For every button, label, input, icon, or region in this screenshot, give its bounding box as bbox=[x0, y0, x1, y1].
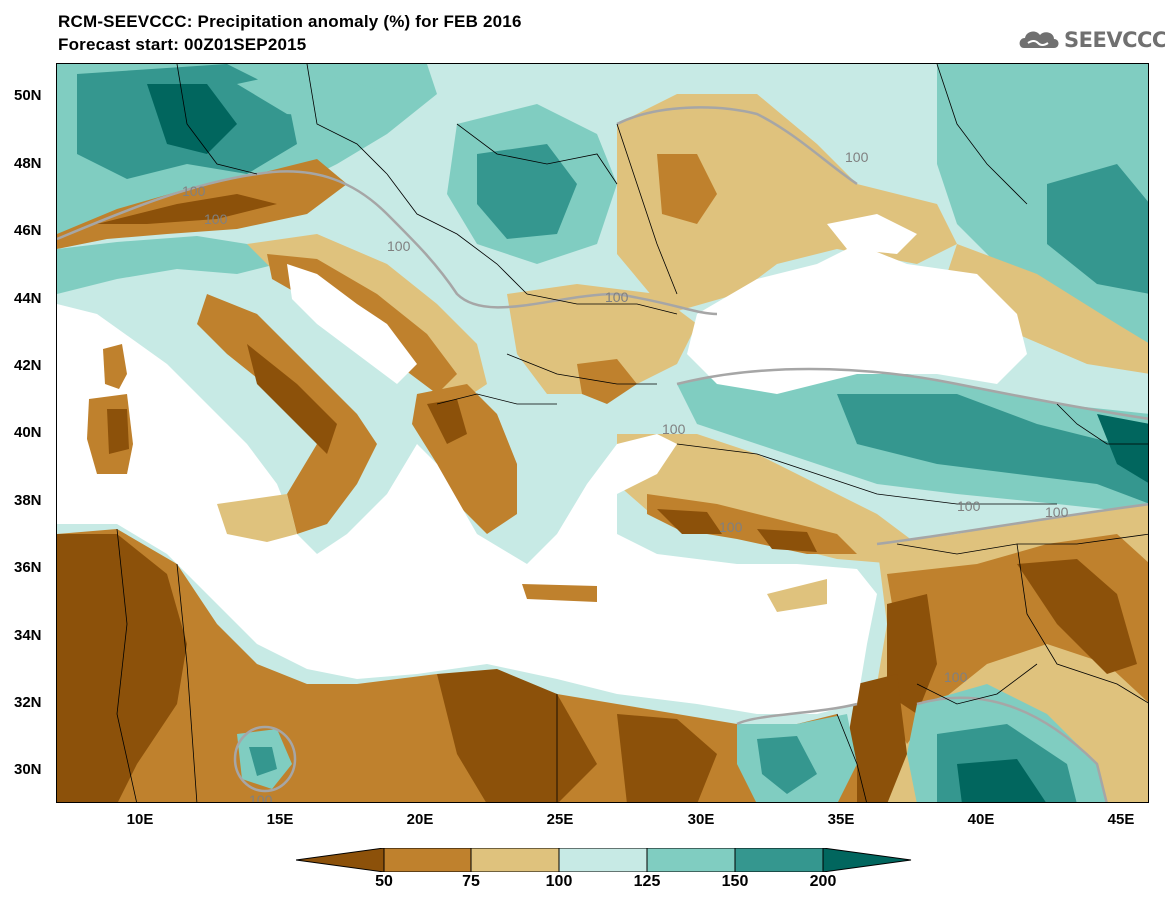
wet-core-east bbox=[1047, 164, 1148, 294]
island-corsica bbox=[103, 344, 127, 389]
legend-swatch-125-150 bbox=[646, 848, 736, 872]
legend-tick-100: 100 bbox=[545, 873, 573, 890]
legend-swatch-100-125 bbox=[558, 848, 648, 872]
contour-label-7: 100 bbox=[957, 498, 981, 514]
legend-tick-125: 125 bbox=[633, 873, 661, 890]
contour-100-ukraine bbox=[616, 106, 858, 186]
legend-swatch-50-75 bbox=[383, 848, 472, 872]
lon-label-20e: 20E bbox=[406, 811, 434, 828]
dry-zone-bulgaria bbox=[507, 284, 697, 394]
lon-label-40e: 40E bbox=[967, 811, 995, 828]
lon-label-45e: 45E bbox=[1107, 811, 1135, 828]
contour-label-6: 100 bbox=[845, 149, 869, 165]
legend-tick-75: 75 bbox=[462, 873, 480, 890]
lon-label-15e: 15E bbox=[266, 811, 294, 828]
title-line-2: Forecast start: 00Z01SEP2015 bbox=[58, 35, 307, 54]
lon-label-30e: 30E bbox=[687, 811, 715, 828]
contour-label-2: 100 bbox=[204, 211, 228, 227]
contour-labels: 100 100 100 100 100 100 100 100 100 100 … bbox=[182, 149, 1069, 803]
dry-core-moldova bbox=[657, 154, 717, 224]
contour-label-1: 100 bbox=[182, 183, 206, 199]
legend-swatch-lt50 bbox=[296, 848, 385, 872]
dry-core-bulgaria bbox=[577, 359, 637, 404]
very-wet-zone-germany bbox=[147, 84, 237, 154]
mediterranean-sea bbox=[57, 304, 877, 714]
island-cyprus bbox=[767, 579, 827, 612]
precipitation-anomaly-map: 100 100 100 100 100 100 100 100 100 100 … bbox=[56, 63, 1149, 803]
sardinia-core bbox=[107, 409, 129, 454]
legend-tick-50: 50 bbox=[375, 873, 393, 890]
contour-100-turkey-south bbox=[876, 503, 1148, 546]
lon-label-10e: 10E bbox=[126, 811, 154, 828]
contour-100-turkey-north bbox=[676, 367, 1148, 420]
contour-label-10: 100 bbox=[944, 669, 968, 685]
sea-of-azov bbox=[827, 214, 917, 254]
island-sicily bbox=[217, 494, 297, 542]
legend-swatch-gt200 bbox=[822, 848, 912, 872]
lat-label-36n: 36N bbox=[14, 559, 42, 576]
adriatic-sea bbox=[287, 264, 417, 384]
very-dry-syria-iraq bbox=[1017, 559, 1137, 674]
wet-band-po bbox=[57, 236, 277, 294]
very-dry-egypt-west bbox=[617, 714, 717, 802]
contour-100-libya bbox=[233, 725, 297, 793]
contour-label-8: 100 bbox=[1045, 504, 1069, 520]
very-wet-georgia bbox=[1097, 414, 1148, 483]
lat-label-30n: 30N bbox=[14, 761, 42, 778]
lat-label-50n: 50N bbox=[14, 87, 42, 104]
lat-label-40n: 40N bbox=[14, 424, 42, 441]
lat-label-48n: 48N bbox=[14, 155, 42, 172]
dry-zone-ukraine bbox=[617, 94, 957, 314]
legend-tick-150: 150 bbox=[721, 873, 749, 890]
contour-label-3: 100 bbox=[387, 238, 411, 254]
legend-swatch-150-200 bbox=[734, 848, 824, 872]
very-dry-sinai bbox=[847, 674, 907, 802]
wet-zone-east bbox=[937, 64, 1148, 364]
very-dry-greece bbox=[427, 399, 467, 444]
dry-band-caucasus-north bbox=[937, 244, 1148, 374]
very-dry-south-turkey-west bbox=[657, 509, 722, 534]
wet-core-carpathians bbox=[477, 144, 577, 239]
country-borders bbox=[116, 64, 1148, 802]
very-dry-levant bbox=[887, 594, 937, 714]
wet-zone-poland bbox=[237, 69, 377, 119]
contour-label-4: 100 bbox=[605, 289, 629, 305]
wet-core-libya bbox=[249, 747, 277, 776]
dry-zone-anatolia bbox=[617, 434, 917, 564]
lat-label-32n: 32N bbox=[14, 694, 42, 711]
lat-label-34n: 34N bbox=[14, 627, 42, 644]
seevccc-logo: SEEVCCC bbox=[1016, 24, 1165, 56]
contour-100-egypt bbox=[736, 702, 858, 726]
island-crete bbox=[522, 584, 597, 602]
lat-label-44n: 44N bbox=[14, 290, 42, 307]
legend-tick-200: 200 bbox=[809, 873, 837, 890]
very-dry-south-turkey-east bbox=[757, 529, 817, 552]
black-sea bbox=[687, 244, 1027, 394]
lat-label-38n: 38N bbox=[14, 492, 42, 509]
very-dry-italy bbox=[247, 344, 337, 454]
wet-core-nile-delta bbox=[757, 736, 817, 794]
contour-label-11: 100 bbox=[249, 792, 273, 803]
lon-label-35e: 35E bbox=[827, 811, 855, 828]
lat-label-42n: 42N bbox=[14, 357, 42, 374]
legend-swatch-75-100 bbox=[470, 848, 560, 872]
wet-core-north-turkey bbox=[837, 394, 1148, 504]
cloud-icon bbox=[1019, 31, 1059, 48]
color-legend bbox=[296, 848, 912, 872]
contour-100-north bbox=[57, 170, 718, 316]
title-line-1: RCM-SEEVCCC: Precipitation anomaly (%) f… bbox=[58, 12, 522, 31]
very-dry-alps bbox=[97, 194, 277, 224]
very-wet-arabia bbox=[957, 759, 1046, 802]
lat-label-46n: 46N bbox=[14, 222, 42, 239]
logo-text: SEEVCCC bbox=[1064, 28, 1165, 52]
contour-100-arabia bbox=[916, 696, 1108, 802]
lon-label-25e: 25E bbox=[546, 811, 574, 828]
contour-label-9: 100 bbox=[719, 519, 743, 535]
dry-zone-italy bbox=[197, 294, 377, 534]
contour-label-5: 100 bbox=[662, 421, 686, 437]
